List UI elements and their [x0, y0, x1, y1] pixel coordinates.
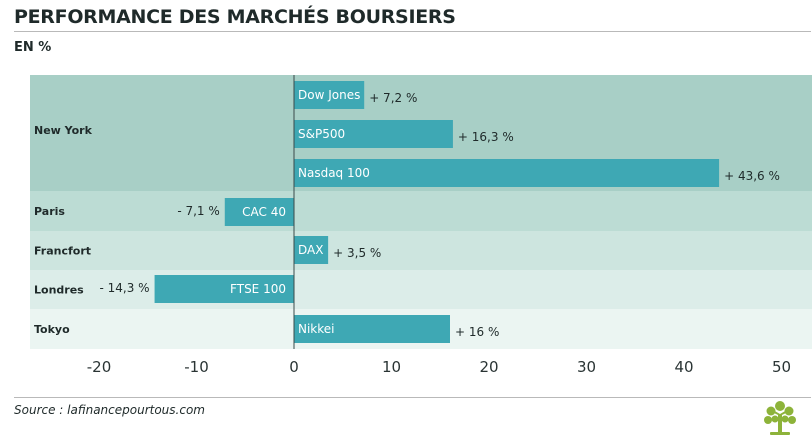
source-text: Source : lafinancepourtous.com [14, 403, 205, 417]
bar [224, 198, 294, 226]
row-band [30, 191, 812, 231]
bar-name-label: Dow Jones [298, 88, 360, 102]
source-divider [14, 397, 811, 398]
x-tick-label: 10 [382, 358, 401, 376]
group-label: Paris [34, 205, 65, 218]
bar [154, 275, 294, 303]
x-tick-label: 30 [577, 358, 596, 376]
title-divider [14, 31, 811, 32]
bar-name-label: DAX [298, 243, 323, 257]
tree-logo-icon [764, 401, 796, 435]
bar-name-label: CAC 40 [242, 205, 286, 219]
group-label: New York [34, 124, 93, 137]
data-label: + 3,5 % [333, 246, 381, 260]
bar [294, 81, 365, 109]
chart-title: PERFORMANCE DES MARCHÉS BOURSIERS [14, 6, 456, 28]
bar-chart: New York Dow Jones + 7,2 % S&P500 + 16,3 % Na… [30, 75, 812, 376]
data-label: + 43,6 % [724, 169, 780, 183]
x-tick-label: 40 [674, 358, 693, 376]
bar [294, 315, 450, 343]
data-label: + 7,2 % [369, 91, 417, 105]
x-tick-label: -10 [184, 358, 209, 376]
group-label: Londres [34, 284, 84, 297]
bar-name-label: Nasdaq 100 [298, 166, 370, 180]
bar-name-label: Nikkei [298, 322, 335, 336]
chart-subtitle: EN % [14, 40, 52, 55]
data-label: - 14,3 % [99, 281, 149, 295]
data-label: + 16,3 % [458, 130, 514, 144]
row-band [30, 231, 812, 270]
group-label: Tokyo [34, 323, 70, 336]
bar [294, 236, 329, 264]
bar-name-label: S&P500 [298, 127, 345, 141]
bar-name-label: FTSE 100 [230, 282, 286, 296]
data-label: - 7,1 % [177, 204, 219, 218]
x-tick-label: -20 [87, 358, 112, 376]
x-tick-label: 0 [289, 358, 299, 376]
data-label: + 16 % [455, 325, 499, 339]
bar [294, 120, 453, 148]
group-label: Francfort [34, 245, 91, 258]
bar [294, 159, 720, 187]
x-tick-label: 20 [479, 358, 498, 376]
x-tick-label: 50 [772, 358, 791, 376]
